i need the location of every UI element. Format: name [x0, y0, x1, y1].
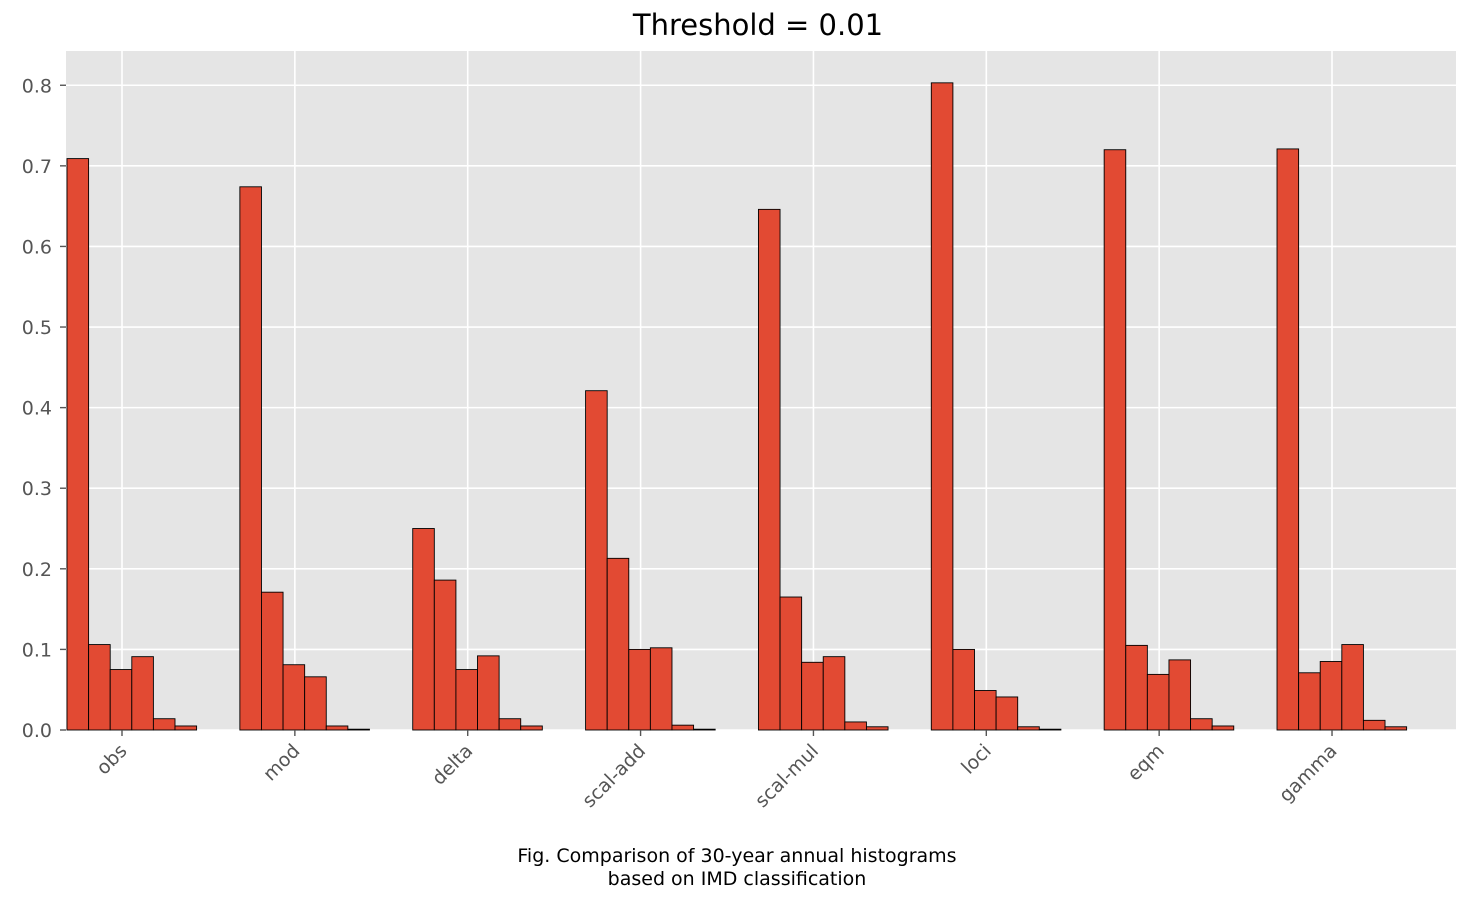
histogram-bar	[477, 655, 500, 731]
bars	[66, 82, 1408, 731]
x-tick-label: eqm	[1123, 740, 1168, 785]
histogram-bar	[88, 644, 111, 731]
histogram-bar	[109, 669, 133, 731]
x-tick-label: scal-add	[578, 740, 650, 812]
y-tick-label: 0.7	[22, 156, 52, 178]
histogram-bar	[174, 725, 198, 731]
caption-line-2: based on IMD classification	[607, 868, 867, 890]
histogram-bar	[433, 579, 457, 731]
histogram-bar	[239, 186, 262, 731]
histogram-bar	[1298, 672, 1321, 731]
x-tick-label: mod	[259, 740, 304, 785]
figure-caption: Fig. Comparison of 30-year annual histog…	[0, 845, 1474, 891]
histogram-bar	[693, 728, 716, 731]
histogram-bar	[822, 656, 846, 731]
histogram-bar	[1017, 726, 1040, 731]
histogram-bar	[1146, 673, 1170, 731]
x-tick-label: delta	[428, 740, 478, 790]
histogram-bar	[1341, 644, 1364, 731]
y-tick-label: 0.6	[22, 236, 52, 258]
x-tick-label: scal-mul	[751, 740, 823, 812]
histogram-bar	[1103, 149, 1127, 731]
histogram-bar	[261, 591, 284, 731]
x-tick-label: gamma	[1275, 740, 1342, 807]
histogram-bar	[66, 158, 90, 731]
histogram-bar	[1362, 719, 1386, 731]
histogram-bar	[1190, 718, 1213, 731]
x-axis: obs mod delta scal-add scal-mul loci eqm gamma	[92, 730, 1342, 812]
histogram-bar	[1211, 725, 1235, 731]
y-tick-label: 0.0	[22, 720, 52, 742]
histogram-bar	[131, 656, 154, 731]
histogram-bar	[1168, 659, 1192, 731]
histogram-bar	[455, 669, 478, 731]
y-tick-label: 0.3	[22, 478, 52, 500]
histogram-bar	[865, 726, 889, 731]
histogram-bar	[606, 557, 630, 731]
histogram-bar	[952, 648, 975, 731]
histogram-bar	[671, 724, 695, 731]
y-axis: 0.0 0.1 0.2 0.3 0.4 0.5 0.6 0.7 0.8	[22, 75, 66, 742]
histogram-bar	[649, 647, 673, 731]
histogram-bar	[347, 728, 370, 731]
histogram-bar	[628, 648, 651, 731]
chart-title: Threshold = 0.01	[632, 8, 884, 42]
histogram-bar	[1125, 644, 1148, 731]
histogram-bar	[412, 528, 435, 731]
y-tick-label: 0.5	[22, 317, 52, 339]
histogram-bar	[585, 390, 608, 731]
histogram-bar	[1276, 148, 1300, 731]
histogram-bar	[498, 718, 522, 731]
x-tick-label: obs	[92, 740, 131, 779]
y-tick-label: 0.2	[22, 559, 52, 581]
histogram-bar	[995, 696, 1019, 731]
histogram-bar	[1384, 726, 1408, 731]
histogram-bar	[757, 208, 781, 731]
histogram-bar	[974, 690, 997, 731]
histogram-bar	[304, 676, 327, 731]
histogram-bar	[1319, 661, 1343, 731]
histogram-bar	[520, 725, 543, 731]
y-tick-label: 0.1	[22, 639, 52, 661]
x-tick-label: loci	[957, 740, 996, 779]
histogram-bar	[1038, 728, 1062, 731]
caption-line-1: Fig. Comparison of 30-year annual histog…	[517, 845, 957, 867]
histogram-bar	[282, 664, 306, 731]
histogram-bar	[779, 596, 803, 731]
histogram-bar	[930, 82, 954, 731]
y-tick-label: 0.4	[22, 398, 52, 420]
histogram-bar	[325, 725, 349, 731]
histogram-bar	[844, 721, 867, 731]
histogram-bar	[152, 718, 176, 731]
histogram-bar	[801, 661, 824, 731]
y-tick-label: 0.8	[22, 75, 52, 97]
